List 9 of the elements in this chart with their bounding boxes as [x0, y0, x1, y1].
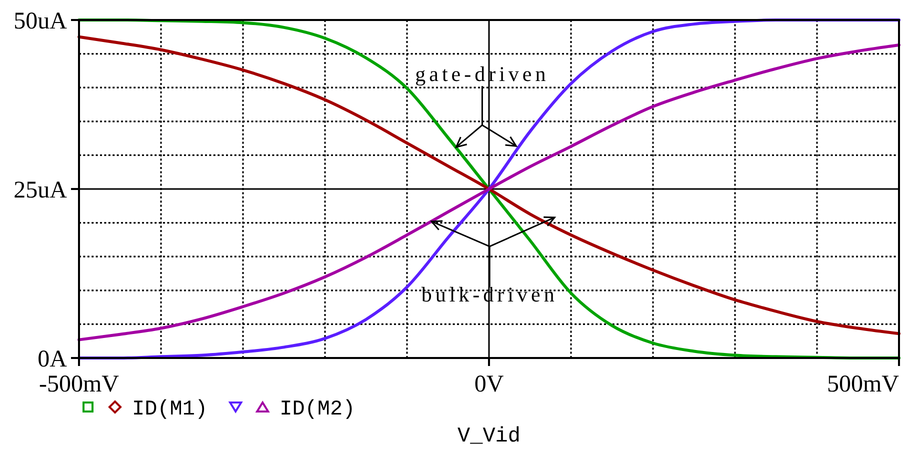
y-tick-label: 25uA	[14, 177, 68, 204]
y-tick-label: 0A	[38, 346, 68, 372]
x-tick-label: 500mV	[827, 371, 900, 398]
legend-label: ID(M1)	[132, 398, 208, 422]
x-axis-title: V_Vid	[457, 425, 521, 448]
x-tick-label: 0V	[474, 371, 504, 398]
legend-label: ID(M2)	[280, 398, 356, 422]
y-tick-label: 50uA	[14, 8, 68, 34]
x-tick-label: -500mV	[39, 371, 120, 398]
